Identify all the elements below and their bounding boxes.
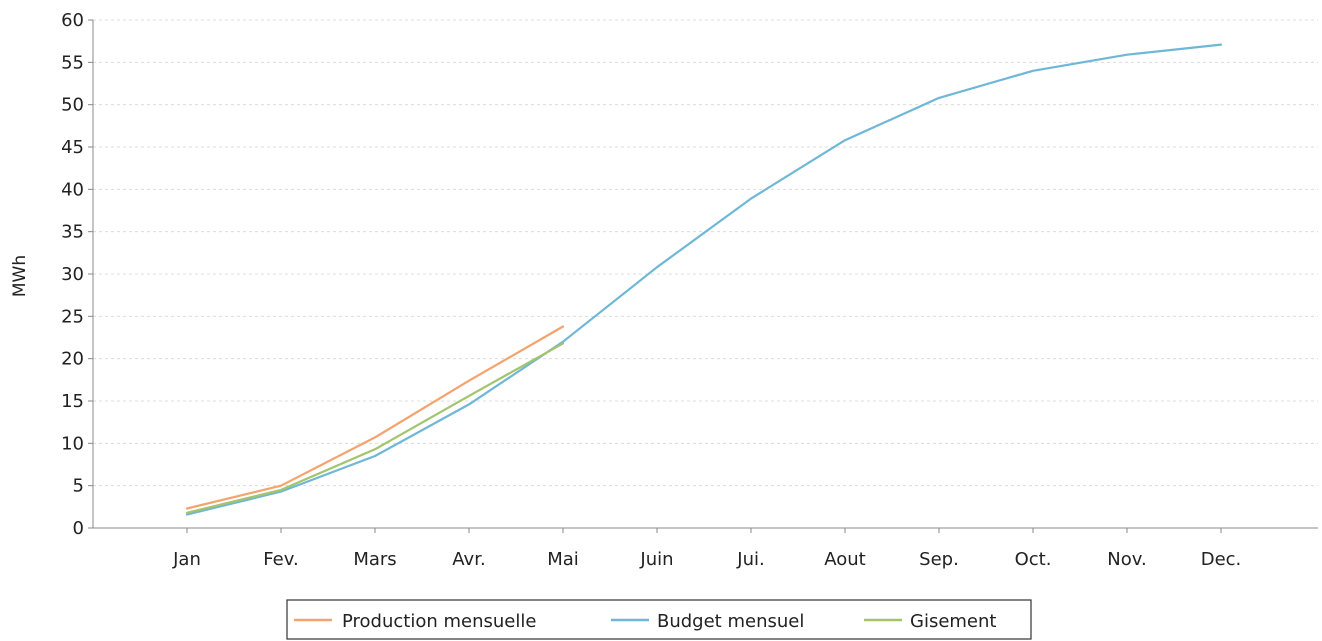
x-tick-label: Mai <box>547 549 579 570</box>
x-tick-label: Jan <box>172 549 201 570</box>
y-tick-label: 45 <box>61 137 84 158</box>
x-tick-label: Sep. <box>919 549 959 570</box>
x-tick-label: Mars <box>353 549 396 570</box>
legend-label-2: Gisement <box>910 611 996 632</box>
legend-box <box>286 599 1032 640</box>
x-tick-label: Juin <box>639 549 673 570</box>
y-tick-label: 5 <box>73 476 84 497</box>
series-line-2 <box>185 342 565 514</box>
legend-label-1: Budget mensuel <box>657 611 804 632</box>
y-tick-label: 15 <box>61 391 84 412</box>
x-tick-label: Oct. <box>1015 549 1052 570</box>
x-tick-label: Nov. <box>1107 549 1146 570</box>
y-axis-ticks: 0 5 10 15 20 25 30 35 40 45 50 55 60 <box>61 10 93 539</box>
x-tick-label: Aout <box>824 549 865 570</box>
y-tick-label: 60 <box>61 10 84 31</box>
y-tick-label: 40 <box>61 179 84 200</box>
y-tick-label: 0 <box>73 518 84 539</box>
legend: Production mensuelle Budget mensuel Giseme… <box>286 599 1032 640</box>
legend-label-0: Production mensuelle <box>342 611 536 632</box>
x-tick-label: Fev. <box>263 549 298 570</box>
x-axis-ticks: Jan Fev. Mars Avr. Mai Juin Jui. Aout Sep. Oct. No… <box>172 528 1241 570</box>
gridlines <box>93 19 1318 487</box>
y-tick-label: 55 <box>61 52 84 73</box>
y-tick-label: 35 <box>61 222 84 243</box>
series-line-0 <box>185 325 565 510</box>
x-tick-label: Dec. <box>1201 549 1242 570</box>
series-line-1 <box>185 43 1223 516</box>
y-tick-label: 20 <box>61 349 84 370</box>
x-tick-label: Avr. <box>452 549 485 570</box>
series-lines <box>185 43 1223 516</box>
y-tick-label: 50 <box>61 95 84 116</box>
x-tick-label: Jui. <box>736 549 764 570</box>
y-tick-label: 30 <box>61 264 84 285</box>
y-tick-label: 10 <box>61 433 84 454</box>
y-tick-label: 25 <box>61 306 84 327</box>
y-axis-title: MWh <box>10 255 30 297</box>
